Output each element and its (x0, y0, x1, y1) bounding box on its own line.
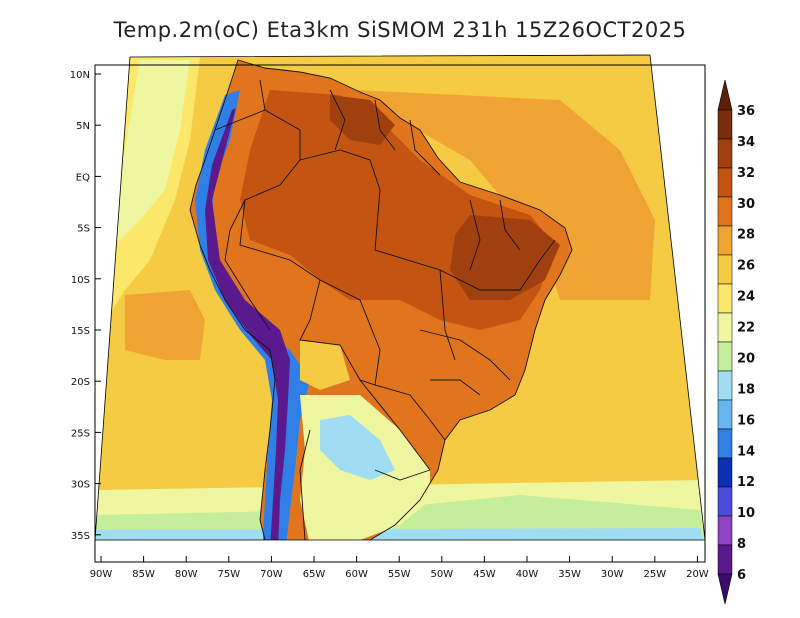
latitude-axis: 10N 5N EQ 5S 10S 15S 20S 25S 30S 35S (70, 70, 101, 542)
colorbar-label: 10 (737, 506, 755, 521)
colorbar-label: 30 (737, 197, 755, 212)
colorbar-swatch (717, 109, 733, 140)
lon-tick-label: 65W (303, 569, 326, 580)
colorbar-swatch (717, 254, 733, 285)
colorbar-label: 36 (737, 104, 755, 119)
lon-tick-label: 80W (175, 569, 198, 580)
colorbar-label: 20 (737, 351, 755, 366)
lon-tick-label: 20W (686, 569, 709, 580)
lon-tick-label: 25W (643, 569, 666, 580)
andes-coldest-zone (205, 108, 290, 540)
lat-tick-label: 30S (71, 480, 90, 491)
colorbar-swatch (717, 486, 733, 517)
colorbar-swatch (717, 167, 733, 198)
lat-tick-label: 5N (76, 121, 90, 132)
colorbar-top-arrow (717, 79, 733, 111)
lat-tick-label: 20S (71, 377, 90, 388)
colorbar-label: 34 (737, 135, 755, 150)
lon-tick-label: 45W (473, 569, 496, 580)
colorbar: 36 34 32 30 28 26 24 22 20 18 16 14 12 10 8 6 (717, 79, 755, 605)
lat-tick-label: 10S (71, 275, 90, 286)
colorbar-label: 16 (737, 413, 755, 428)
map-title: Temp.2m(oC) Eta3km SiSMOM 231h 15Z26OCT2… (113, 18, 687, 42)
colorbar-label: 12 (737, 475, 755, 490)
colorbar-swatch (717, 399, 733, 430)
colorbar-label: 28 (737, 228, 755, 243)
colorbar-swatch (717, 225, 733, 256)
north-hottest-zone (330, 95, 395, 145)
colorbar-label: 8 (737, 537, 746, 552)
colorbar-swatch (717, 544, 733, 575)
lat-tick-label: 10N (70, 70, 90, 81)
colorbar-swatch (717, 138, 733, 169)
colorbar-label: 32 (737, 166, 755, 181)
longitude-axis: 90W 85W 80W 75W 70W 65W 60W 55W 50W 45W 40W 35W 30W 2… (90, 556, 709, 580)
lon-tick-label: 35W (558, 569, 581, 580)
lon-tick-label: 75W (217, 569, 240, 580)
colorbar-swatch (717, 341, 733, 372)
atlantic-warm-zone (355, 90, 655, 300)
lon-tick-label: 90W (90, 569, 113, 580)
northeast-hottest-zone (450, 215, 560, 300)
colorbar-label: 18 (737, 382, 755, 397)
southern-colder-band (95, 528, 705, 540)
lon-tick-label: 50W (430, 569, 453, 580)
colorbar-swatch (717, 196, 733, 227)
colorbar-swatch (717, 370, 733, 401)
colorbar-swatch (717, 457, 733, 488)
pacific-colder-zone (110, 60, 190, 240)
southern-cone-warm (300, 340, 350, 390)
lon-tick-label: 40W (516, 569, 539, 580)
lat-tick-label: 35S (71, 531, 90, 542)
colorbar-label: 24 (737, 290, 755, 305)
colorbar-bottom-arrow (717, 573, 733, 605)
colorbar-label: 6 (737, 568, 746, 583)
lon-tick-label: 85W (132, 569, 155, 580)
plot-box (94, 64, 706, 563)
pacific-orange-zone (125, 290, 205, 360)
country-borders (189, 59, 573, 540)
temperature-map (95, 55, 705, 540)
lat-tick-label: EQ (76, 172, 90, 183)
colorbar-swatch (717, 312, 733, 343)
southern-cone-cold (320, 415, 395, 480)
lon-tick-label: 60W (345, 569, 368, 580)
colorbar-swatch (717, 515, 733, 546)
lat-tick-label: 25S (71, 428, 90, 439)
lon-tick-label: 30W (601, 569, 624, 580)
lon-tick-label: 70W (260, 569, 283, 580)
lon-tick-label: 55W (388, 569, 411, 580)
lat-tick-label: 15S (71, 326, 90, 337)
colorbar-swatch (717, 283, 733, 314)
colorbar-label: 26 (737, 259, 755, 274)
colorbar-swatch (717, 428, 733, 459)
colorbar-label: 22 (737, 321, 755, 336)
lat-tick-label: 5S (77, 224, 90, 235)
colorbar-label: 14 (737, 444, 755, 459)
